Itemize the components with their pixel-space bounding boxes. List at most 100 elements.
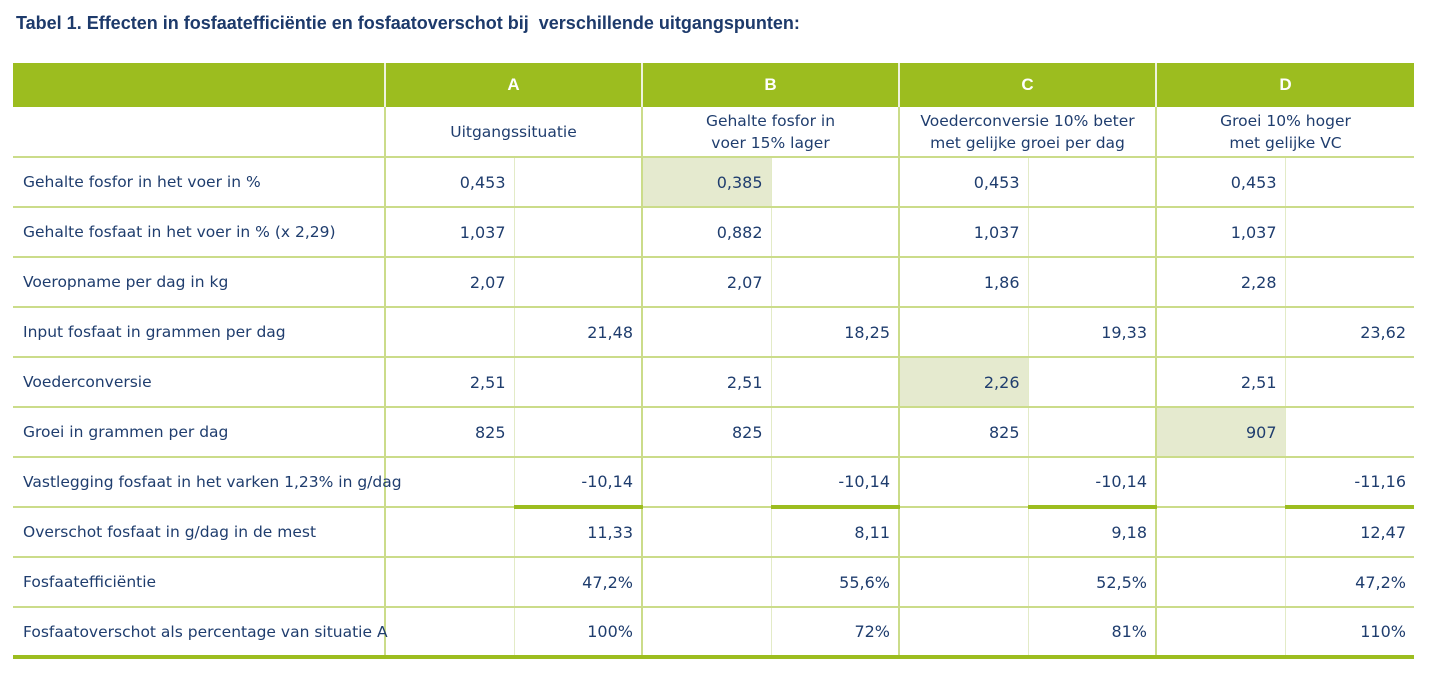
- cell-value-b: 2,51: [641, 357, 772, 408]
- cell-value-a: 0,453: [384, 157, 515, 208]
- cell-value-b: 18,25: [771, 307, 899, 358]
- empty-cell: [384, 607, 515, 659]
- subheader-corner: [13, 107, 385, 158]
- cell-value-b: 2,07: [641, 257, 772, 308]
- empty-cell: [771, 207, 899, 258]
- cell-value-d: 1,037: [1155, 207, 1286, 258]
- cell-value-d: 12,47: [1285, 507, 1414, 558]
- cell-value-c: 1,037: [898, 207, 1029, 258]
- table-row: Voederconversie 2,51 2,51 2,26 2,51: [13, 357, 1414, 408]
- empty-cell: [1285, 257, 1414, 308]
- column-header-b: B: [641, 63, 899, 107]
- row-label: Vastlegging fosfaat in het varken 1,23% …: [13, 457, 402, 508]
- column-header-d: D: [1155, 63, 1414, 107]
- table-row: Overschot fosfaat in g/dag in de mest 11,…: [13, 507, 1414, 558]
- table-row: Fosfaatoverschot als percentage van situ…: [13, 607, 1414, 659]
- empty-cell: [514, 407, 642, 458]
- empty-cell: [1155, 307, 1286, 358]
- empty-cell: [514, 257, 642, 308]
- row-label: Input fosfaat in grammen per dag: [13, 307, 385, 358]
- cell-value-a: 2,07: [384, 257, 515, 308]
- cell-value-b: 55,6%: [771, 557, 899, 608]
- empty-cell: [1155, 607, 1286, 659]
- column-description-b-line1: Gehalte fosfor in: [705, 111, 836, 130]
- cell-value-d: 2,28: [1155, 257, 1286, 308]
- cell-value-b: 72%: [771, 607, 899, 659]
- cell-value-a: -10,14: [514, 457, 642, 509]
- table-row: Groei in grammen per dag 825 825 825 907: [13, 407, 1414, 458]
- empty-cell: [898, 307, 1029, 358]
- cell-value-d: 907: [1155, 407, 1286, 458]
- cell-value-a: 21,48: [514, 307, 642, 358]
- empty-cell: [384, 457, 515, 508]
- table-row: Fosfaatefficiëntie 47,2% 55,6% 52,5% 47,2%: [13, 557, 1414, 608]
- column-description-a-line1: Uitgangssituatie: [450, 122, 577, 141]
- column-description-c: Voederconversie 10% beter met gelijke gr…: [898, 107, 1156, 158]
- empty-cell: [641, 607, 772, 659]
- column-description-d-line2: met gelijke VC: [1229, 133, 1342, 152]
- empty-cell: [384, 557, 515, 608]
- row-label: Fosfaatefficiëntie: [13, 557, 385, 608]
- cell-value-d: -11,16: [1285, 457, 1414, 509]
- cell-value-c: 825: [898, 407, 1029, 458]
- empty-cell: [1285, 407, 1414, 458]
- empty-cell: [1028, 357, 1156, 408]
- cell-value-a: 2,51: [384, 357, 515, 408]
- cell-value-d: 2,51: [1155, 357, 1286, 408]
- cell-value-c: 2,26: [898, 357, 1029, 408]
- row-label: Voederconversie: [13, 357, 385, 408]
- cell-value-b: 8,11: [771, 507, 899, 558]
- row-label: Voeropname per dag in kg: [13, 257, 385, 308]
- cell-value-b: -10,14: [771, 457, 899, 509]
- table-row: Vastlegging fosfaat in het varken 1,23% …: [13, 457, 1414, 509]
- empty-cell: [1285, 157, 1414, 208]
- empty-cell: [1028, 207, 1156, 258]
- cell-value-b: 0,385: [641, 157, 772, 208]
- empty-cell: [384, 507, 515, 558]
- row-label: Overschot fosfaat in g/dag in de mest: [13, 507, 385, 558]
- empty-cell: [1028, 407, 1156, 458]
- empty-cell: [514, 357, 642, 408]
- column-description-a: Uitgangssituatie: [384, 107, 642, 158]
- column-description-d: Groei 10% hoger met gelijke VC: [1155, 107, 1414, 158]
- cell-value-d: 110%: [1285, 607, 1414, 659]
- column-description-d-line1: Groei 10% hoger: [1220, 111, 1351, 130]
- cell-value-c: 81%: [1028, 607, 1156, 659]
- cell-value-c: 1,86: [898, 257, 1029, 308]
- column-header-c: C: [898, 63, 1156, 107]
- row-label: Gehalte fosfaat in het voer in % (x 2,29…: [13, 207, 385, 258]
- empty-cell: [1028, 157, 1156, 208]
- empty-cell: [514, 157, 642, 208]
- empty-cell: [384, 307, 515, 358]
- row-label: Groei in grammen per dag: [13, 407, 385, 458]
- empty-cell: [1028, 257, 1156, 308]
- cell-value-a: 100%: [514, 607, 642, 659]
- empty-cell: [898, 507, 1029, 558]
- header-row: A B C D: [13, 63, 1414, 107]
- empty-cell: [898, 457, 1029, 508]
- subheader-row: Uitgangssituatie Gehalte fosfor in voer …: [13, 107, 1414, 158]
- empty-cell: [1285, 207, 1414, 258]
- table-row: Input fosfaat in grammen per dag 21,48 18,…: [13, 307, 1414, 358]
- empty-cell: [641, 307, 772, 358]
- cell-value-c: 19,33: [1028, 307, 1156, 358]
- row-label: Gehalte fosfor in het voer in %: [13, 157, 385, 208]
- empty-cell: [771, 357, 899, 408]
- table-row: Gehalte fosfaat in het voer in % (x 2,29…: [13, 207, 1414, 258]
- empty-cell: [771, 407, 899, 458]
- cell-value-d: 23,62: [1285, 307, 1414, 358]
- empty-cell: [1155, 457, 1286, 508]
- cell-value-c: 0,453: [898, 157, 1029, 208]
- empty-cell: [641, 457, 772, 508]
- column-header-a: A: [384, 63, 642, 107]
- column-description-b-line2: voer 15% lager: [711, 133, 830, 152]
- cell-value-b: 825: [641, 407, 772, 458]
- header-corner: [13, 63, 385, 107]
- cell-value-d: 0,453: [1155, 157, 1286, 208]
- cell-value-a: 825: [384, 407, 515, 458]
- empty-cell: [898, 557, 1029, 608]
- column-description-c-line2: met gelijke groei per dag: [930, 133, 1125, 152]
- column-description-c-line1: Voederconversie 10% beter: [920, 111, 1135, 130]
- empty-cell: [771, 257, 899, 308]
- empty-cell: [1155, 507, 1286, 558]
